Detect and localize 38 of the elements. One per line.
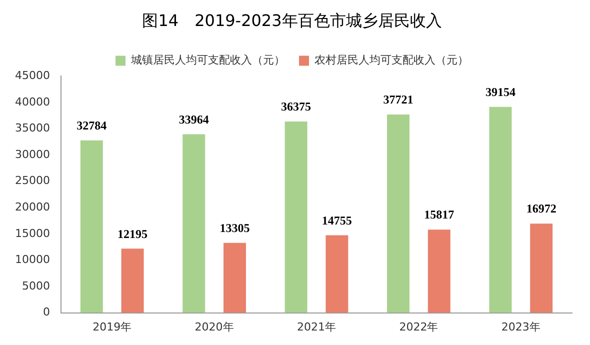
x-tick-label: 2020年 [194,320,234,334]
bar [182,134,206,313]
bar [387,114,410,313]
bar [489,106,512,313]
bar [80,140,103,313]
data-label: 32784 [76,118,107,133]
y-tick-label: 40000 [14,95,50,108]
y-tick-label: 35000 [14,122,50,135]
y-tick-label: 45000 [14,69,50,82]
data-label: 12195 [118,226,148,241]
data-label: 37721 [383,92,414,107]
data-label: 14755 [322,213,352,228]
legend-label: 农村居民人均可支配收入（元） [314,54,468,67]
bar [223,242,246,313]
y-tick-label: 25000 [14,174,50,188]
y-tick-label: 5000 [22,279,50,292]
x-tick-label: 2019年 [92,320,132,334]
bar [326,235,348,313]
bar [121,248,144,313]
bar [428,230,450,313]
data-label: 16972 [526,202,556,216]
data-label: 39154 [485,85,516,100]
data-label: 15817 [424,208,454,222]
x-tick-label: 2022年 [399,320,438,334]
y-tick-label: 10000 [14,253,50,266]
y-tick-label: 20000 [14,200,50,214]
x-tick-label: 2023年 [501,320,540,334]
y-tick-label: 15000 [14,226,50,240]
data-label: 36375 [281,100,312,114]
legend-label: 城镇居民人均可支配收入（元） [130,54,285,67]
x-tick-label: 2021年 [296,320,336,334]
y-tick-label: 0 [42,306,50,319]
bar [530,224,553,313]
y-tick-label: 30000 [14,148,50,161]
data-label: 13305 [220,220,250,235]
bar [284,122,308,313]
chart-title: 图14 2019-2023年百色市城乡居民收入 [142,10,442,30]
data-label: 33964 [178,112,209,126]
